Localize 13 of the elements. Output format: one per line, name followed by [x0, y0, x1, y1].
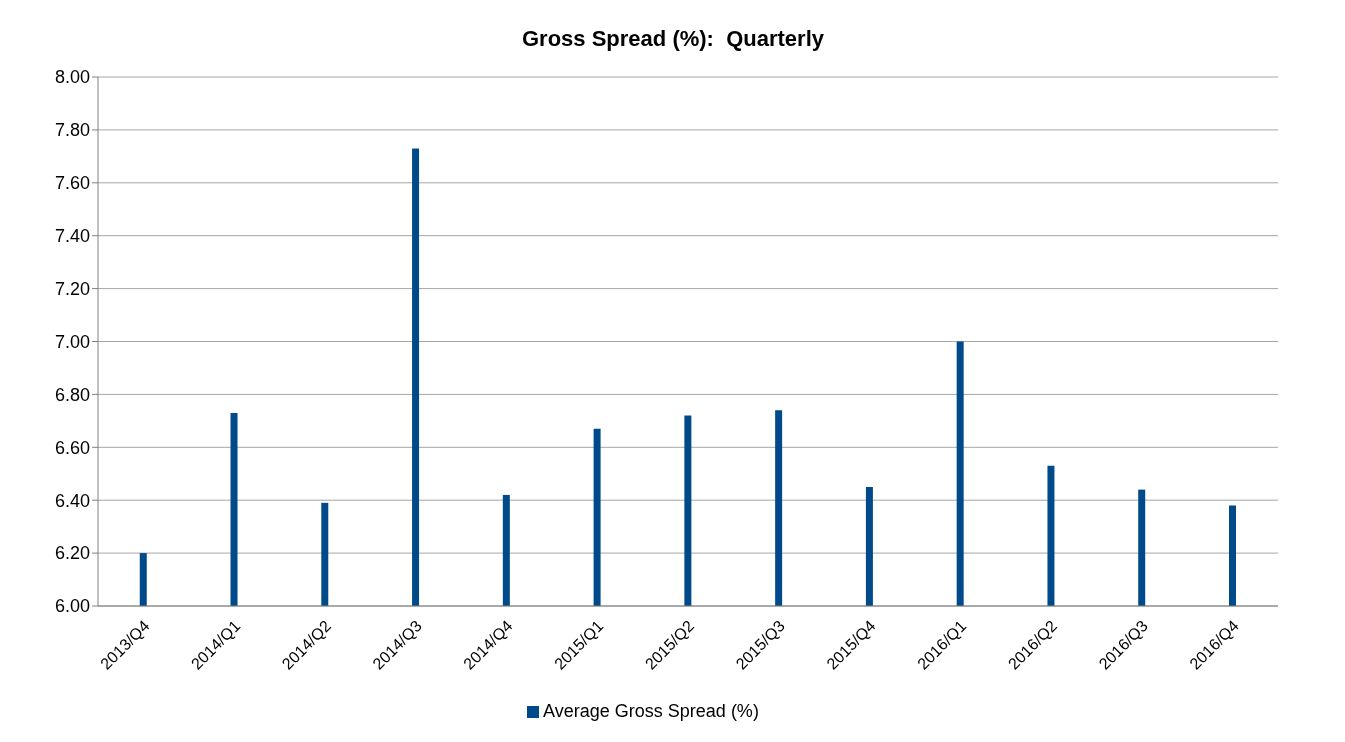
y-tick-label: 7.60: [54, 173, 90, 194]
legend-label: Average Gross Spread (%): [543, 701, 759, 721]
y-tick-label: 6.80: [54, 384, 90, 405]
y-tick-label: 8.00: [54, 67, 90, 88]
y-tick-label: 7.20: [54, 278, 90, 299]
chart-title: Gross Spread (%): Quarterly: [521, 26, 825, 52]
y-tick-label: 6.00: [54, 596, 90, 617]
y-tick-label: 7.80: [54, 120, 90, 141]
y-tick-label: 6.40: [54, 490, 90, 511]
y-tick-label: 6.20: [54, 543, 90, 564]
y-tick-label: 6.60: [54, 437, 90, 458]
y-tick-label: 7.00: [54, 331, 90, 352]
y-tick-label: 7.40: [54, 226, 90, 247]
